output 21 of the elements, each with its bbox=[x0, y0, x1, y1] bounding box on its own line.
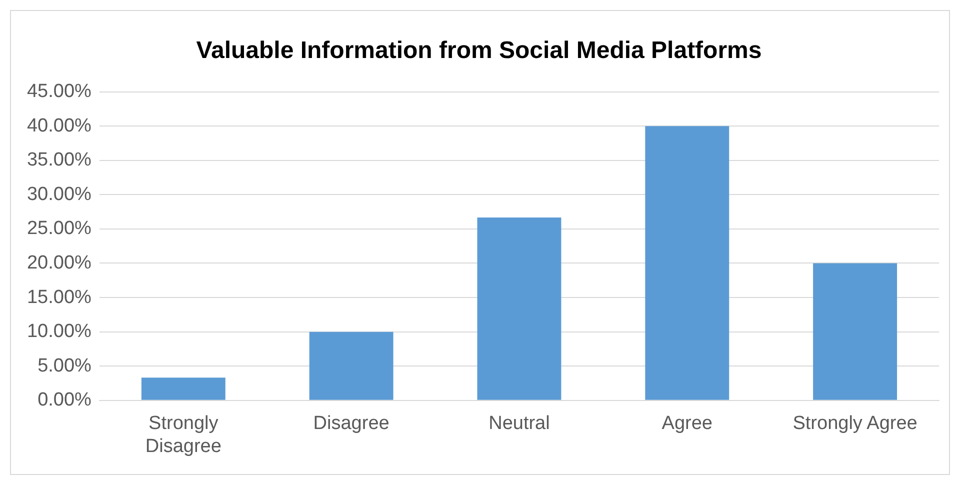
y-tick-label: 45.00% bbox=[26, 81, 92, 102]
bar bbox=[309, 332, 394, 400]
x-tick-label: Neutral bbox=[488, 413, 550, 434]
x-tick-label: Strongly Disagree bbox=[145, 413, 222, 457]
y-tick-label: 35.00% bbox=[26, 150, 92, 171]
y-tick-label: 10.00% bbox=[26, 321, 92, 342]
y-tick-label: 0.00% bbox=[38, 390, 92, 411]
y-tick-label: 30.00% bbox=[26, 184, 92, 205]
x-tick-label: Strongly Agree bbox=[792, 413, 918, 434]
x-tick-label: Disagree bbox=[313, 413, 390, 434]
bar bbox=[477, 218, 562, 400]
bar bbox=[645, 126, 730, 400]
x-tick-label: Agree bbox=[662, 413, 712, 434]
bar bbox=[813, 263, 898, 400]
y-tick-label: 20.00% bbox=[26, 252, 92, 274]
y-tick-label: 15.00% bbox=[26, 286, 92, 308]
chart-title: Valuable Information from Social Media Platforms bbox=[196, 37, 762, 64]
y-tick-label: 5.00% bbox=[38, 355, 92, 376]
y-tick-label: 25.00% bbox=[26, 218, 92, 240]
y-tick-label: 40.00% bbox=[26, 115, 92, 136]
bar bbox=[141, 378, 226, 400]
